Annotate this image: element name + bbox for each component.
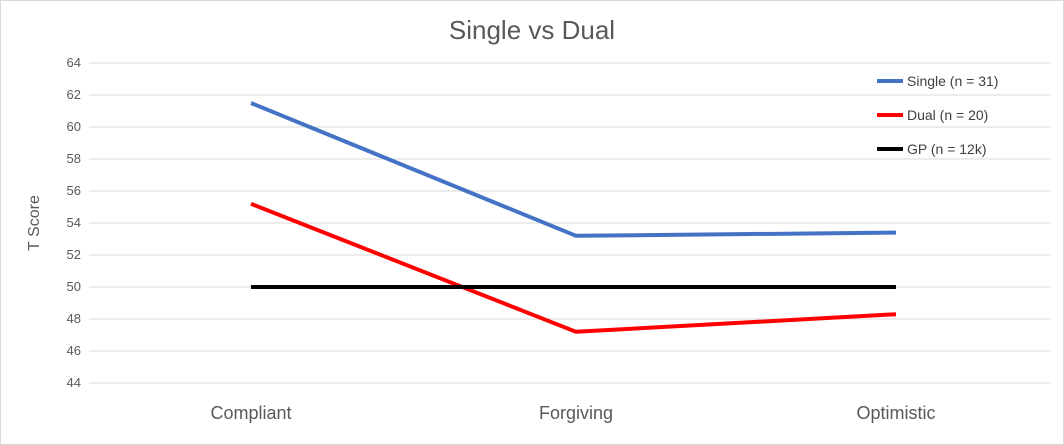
series-line bbox=[250, 101, 897, 238]
y-tick-label: 54 bbox=[67, 215, 81, 230]
legend-label: Dual (n = 20) bbox=[907, 107, 988, 123]
x-axis-categories: Compliant Forgiving Optimistic bbox=[210, 403, 935, 423]
y-tick-label: 50 bbox=[67, 279, 81, 294]
y-tick-label: 60 bbox=[67, 119, 81, 134]
y-tick-label: 44 bbox=[67, 375, 81, 390]
y-tick-label: 58 bbox=[67, 151, 81, 166]
y-tick-label: 64 bbox=[67, 55, 81, 70]
legend-label: Single (n = 31) bbox=[907, 73, 998, 89]
y-tick-label: 46 bbox=[67, 343, 81, 358]
y-axis-ticks: 44 46 48 50 52 54 56 58 60 62 64 bbox=[67, 55, 81, 390]
gridlines bbox=[89, 62, 1051, 384]
legend: Single (n = 31) Dual (n = 20) GP (n = 12k) bbox=[877, 73, 998, 157]
y-tick-label: 52 bbox=[67, 247, 81, 262]
x-category-label: Compliant bbox=[210, 403, 291, 423]
x-category-label: Optimistic bbox=[856, 403, 935, 423]
chart-title: Single vs Dual bbox=[449, 15, 615, 45]
x-category-label: Forgiving bbox=[539, 403, 613, 423]
y-axis-title: T Score bbox=[26, 195, 43, 251]
series-line bbox=[250, 201, 897, 334]
legend-label: GP (n = 12k) bbox=[907, 141, 987, 157]
series-lines bbox=[250, 101, 897, 334]
y-tick-label: 62 bbox=[67, 87, 81, 102]
y-tick-label: 48 bbox=[67, 311, 81, 326]
y-tick-label: 56 bbox=[67, 183, 81, 198]
